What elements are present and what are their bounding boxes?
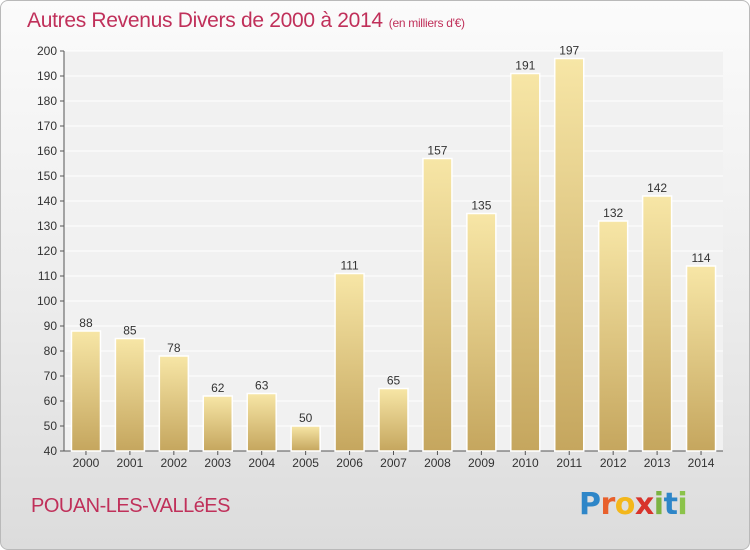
data-label-2001: 85 — [123, 324, 137, 338]
x-tick-label-2012: 2012 — [600, 456, 627, 470]
bar-2001 — [114, 337, 146, 452]
x-tick-label-2008: 2008 — [424, 456, 451, 470]
y-tick-label: 60 — [44, 394, 58, 408]
data-label-2005: 50 — [299, 411, 313, 425]
x-tick-label-2002: 2002 — [160, 456, 187, 470]
bar-2006 — [334, 272, 365, 452]
x-tick-label-2000: 2000 — [73, 456, 100, 470]
x-tick-label-2014: 2014 — [688, 456, 715, 470]
y-tick-label: 70 — [44, 369, 58, 383]
x-tick-label-2005: 2005 — [292, 456, 319, 470]
y-tick-label: 130 — [37, 219, 57, 233]
bar-2007 — [378, 387, 409, 452]
bar-2014 — [685, 265, 717, 452]
x-tick-label-2001: 2001 — [117, 456, 144, 470]
x-tick-label-2004: 2004 — [248, 456, 275, 470]
bar-2008 — [422, 157, 453, 452]
y-tick-label: 110 — [38, 269, 57, 283]
y-tick-label: 170 — [37, 119, 57, 133]
y-tick-label: 200 — [37, 44, 57, 58]
bar-2009 — [466, 212, 497, 452]
bar-2004 — [246, 392, 277, 452]
y-tick-label: 100 — [37, 294, 57, 308]
data-label-2012: 132 — [603, 206, 623, 220]
x-tick-label-2013: 2013 — [644, 456, 671, 470]
bar-2011 — [553, 57, 585, 452]
data-label-2013: 142 — [647, 181, 667, 195]
data-label-2011: 197 — [559, 44, 579, 58]
data-label-2004: 63 — [255, 379, 269, 393]
y-tick-label: 50 — [44, 419, 58, 433]
bar-2012 — [597, 220, 629, 452]
y-tick-label: 190 — [37, 69, 57, 83]
chart-title: Autres Revenus Divers de 2000 à 2014 (en … — [27, 9, 465, 33]
y-tick-label: 140 — [37, 194, 57, 208]
bars — [70, 57, 717, 452]
bar-2000 — [70, 330, 102, 452]
y-tick-label: 180 — [37, 94, 57, 108]
bar-2003 — [202, 395, 234, 452]
chart-subtitle: (en milliers d'€) — [388, 16, 465, 30]
data-label-2006: 111 — [340, 259, 359, 273]
y-tick-label: 150 — [37, 169, 57, 183]
x-tick-label-2006: 2006 — [336, 456, 363, 470]
data-label-2008: 157 — [427, 144, 447, 158]
bar-2013 — [641, 195, 673, 452]
x-tick-label-2010: 2010 — [512, 456, 539, 470]
y-tick-label: 90 — [44, 319, 58, 333]
y-tick-label: 80 — [44, 344, 58, 358]
proxiti-logo: Proxiti — [579, 487, 688, 522]
bar-2002 — [158, 355, 190, 452]
y-tick-label: 120 — [37, 244, 57, 258]
y-tick-label: 40 — [44, 444, 58, 458]
x-axis-ticks: 2000 2001 2002 2003 2004 2005 2006 2007 2008 2009… — [73, 451, 715, 470]
y-tick-label: 160 — [37, 144, 57, 158]
x-tick-label-2011: 2011 — [556, 456, 582, 470]
data-label-2003: 62 — [211, 381, 225, 395]
data-label-2002: 78 — [167, 341, 181, 355]
chart-title-text: Autres Revenus Divers de 2000 à 2014 — [27, 9, 383, 32]
bar-2005 — [290, 425, 321, 452]
data-label-2009: 135 — [471, 199, 491, 213]
data-label-2010: 191 — [515, 59, 535, 73]
x-tick-label-2007: 2007 — [380, 456, 407, 470]
data-label-2007: 65 — [387, 374, 401, 388]
data-labels: 88 85 78 62 63 50 111 65 157 135 191 197 132 142 114 — [79, 44, 711, 426]
commune-name: POUAN-LES-VALLéES — [31, 495, 231, 517]
data-label-2000: 88 — [79, 316, 93, 330]
x-tick-label-2009: 2009 — [468, 456, 495, 470]
bar-2010 — [510, 72, 541, 452]
x-tick-label-2003: 2003 — [204, 456, 231, 470]
data-label-2014: 114 — [691, 251, 710, 265]
